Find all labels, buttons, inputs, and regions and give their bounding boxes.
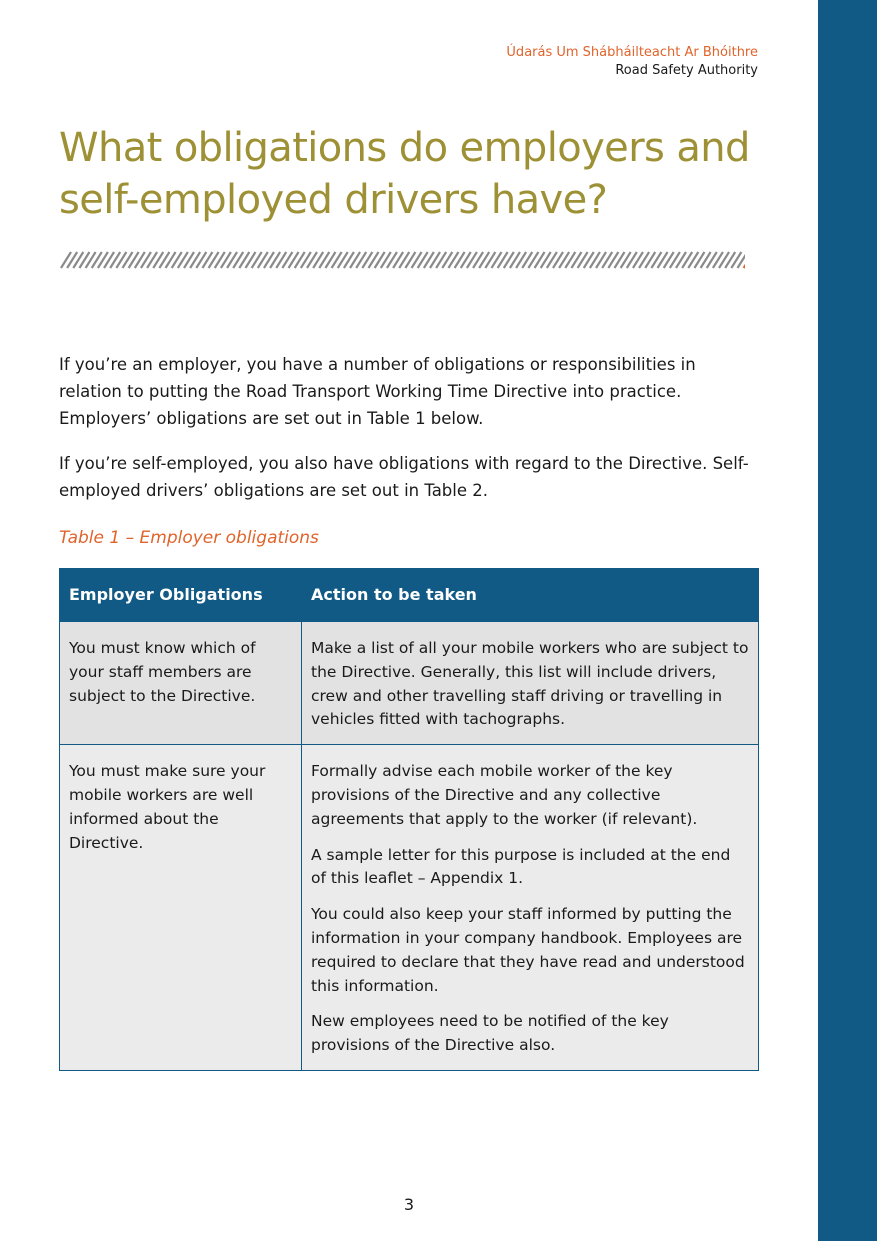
action-paragraph: You could also keep your staff informed …	[311, 905, 745, 995]
intro-paragraph-self-employed: If you’re self-employed, you also have o…	[59, 454, 749, 500]
table-caption: Table 1 – Employer obligations	[59, 528, 319, 548]
column-header-obligations: Employer Obligations	[59, 568, 302, 622]
action-paragraph: A sample letter for this purpose is incl…	[311, 845, 731, 888]
action-cell: Make a list of all your mobile workers w…	[301, 620, 759, 746]
agency-name: Údarás Um Shábháilteacht Ar Bhóithre Roa…	[506, 44, 758, 80]
intro-text: If you’re an employer, you have a number…	[59, 351, 759, 522]
agency-name-english: Road Safety Authority	[615, 63, 758, 78]
action-paragraph: Formally advise each mobile worker of th…	[311, 762, 698, 828]
table-header-row: Employer Obligations Action to be taken	[59, 568, 759, 622]
action-paragraph: Make a list of all your mobile workers w…	[311, 639, 749, 729]
column-header-actions: Action to be taken	[301, 568, 759, 622]
action-paragraph: New employees need to be notified of the…	[311, 1012, 669, 1055]
obligation-cell: You must make sure your mobile workers a…	[59, 744, 302, 1071]
intro-paragraph-employer: If you’re an employer, you have a number…	[59, 355, 696, 428]
side-color-bar	[818, 0, 877, 1241]
page-title-line-1: What obligations do employers and	[59, 125, 750, 171]
table-row: You must make sure your mobile workers a…	[59, 744, 759, 1071]
table-row: You must know which of your staff member…	[59, 620, 759, 746]
action-cell: Formally advise each mobile worker of th…	[301, 744, 759, 1071]
page-title: What obligations do employers and self-e…	[59, 122, 759, 226]
agency-name-irish: Údarás Um Shábháilteacht Ar Bhóithre	[506, 45, 758, 60]
hatch-divider	[60, 251, 745, 269]
obligation-cell: You must know which of your staff member…	[59, 620, 302, 746]
page-title-line-2: self-employed drivers have?	[59, 177, 608, 223]
page-number: 3	[403, 1195, 415, 1214]
employer-obligations-table: Employer Obligations Action to be taken …	[59, 568, 759, 1071]
